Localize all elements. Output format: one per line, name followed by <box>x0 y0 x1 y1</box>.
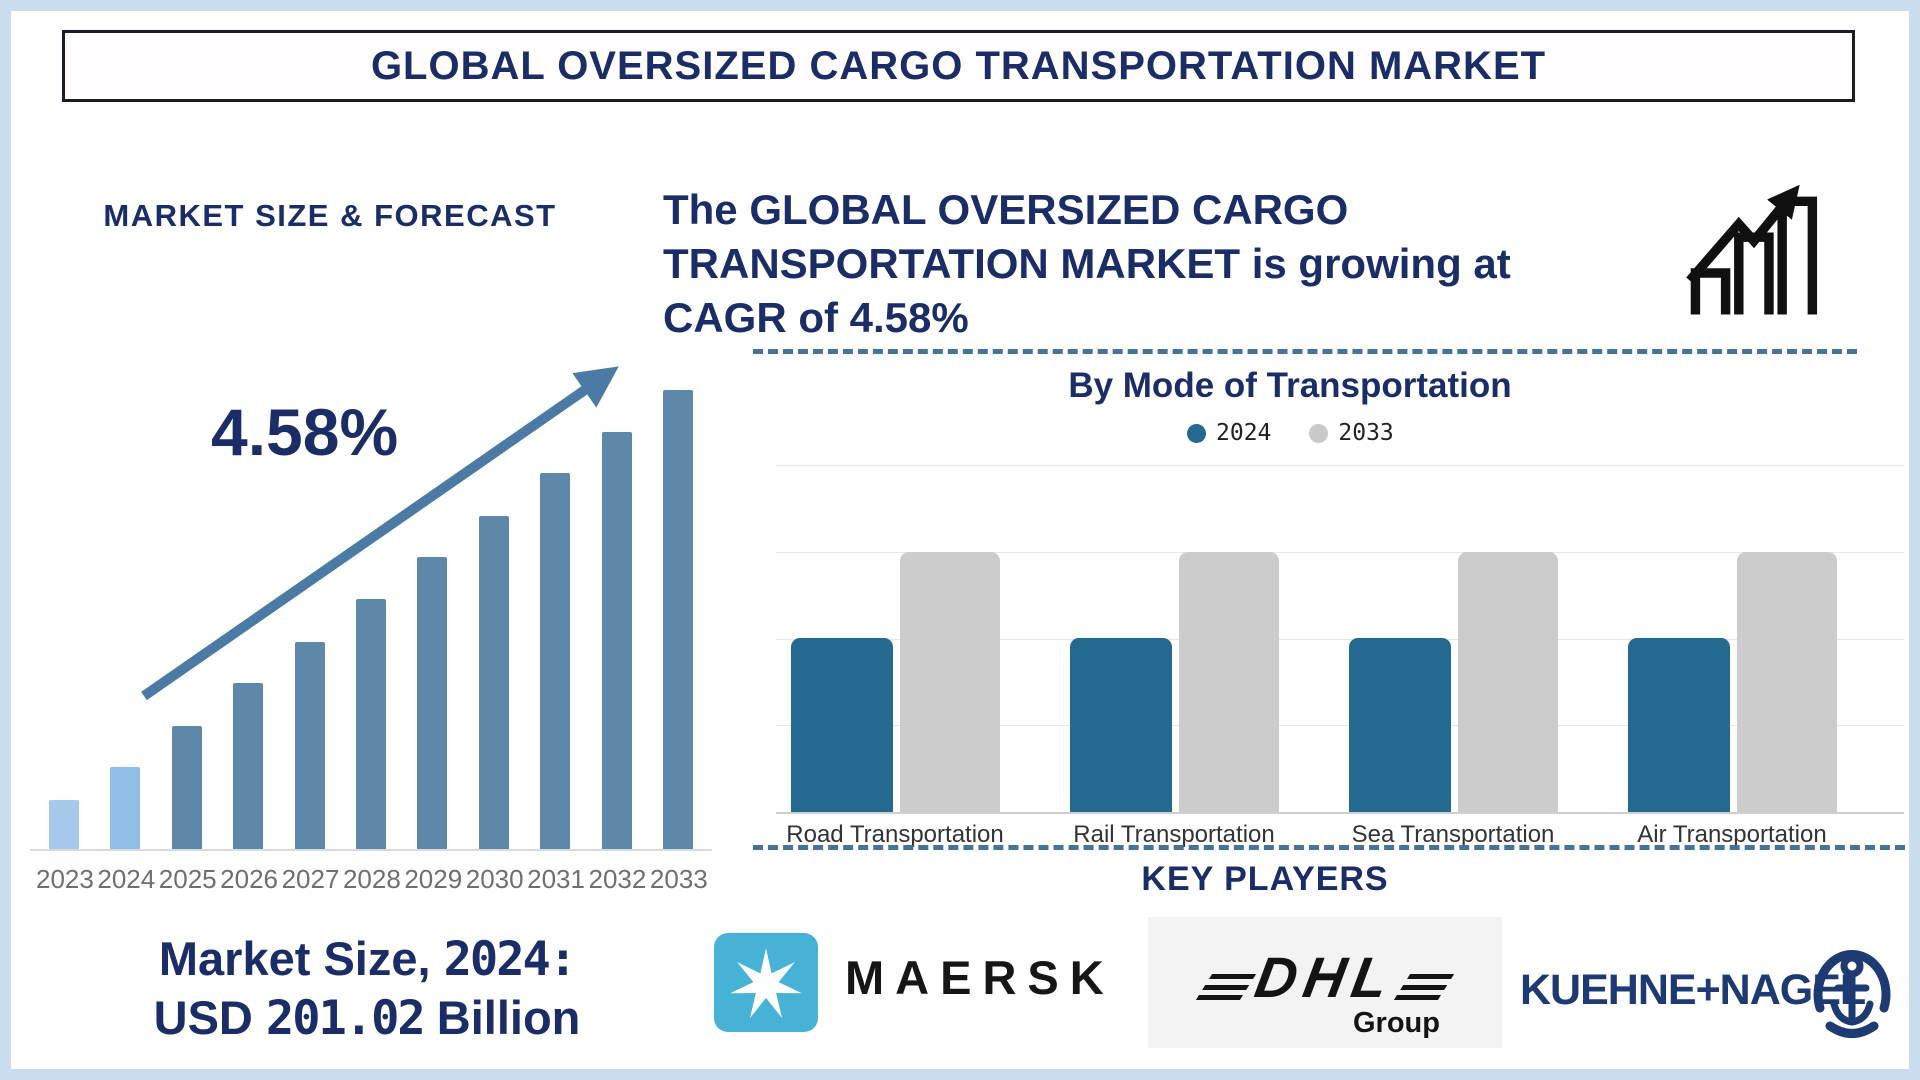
legend-dot-2033 <box>1309 423 1329 443</box>
forecast-bar-2031 <box>540 473 571 849</box>
kuehne-nagel-wordmark: KUEHNE+NAGEL <box>1520 966 1866 1014</box>
maersk-star-icon <box>730 948 802 1019</box>
mode-chart-gridline <box>776 639 1904 640</box>
mode-bar-2024-1 <box>791 638 893 812</box>
dhl-group-label: Group <box>1353 1007 1440 1039</box>
year-label-2024: 2024 <box>97 864 156 894</box>
mode-bar-2024-2 <box>1070 638 1172 812</box>
page-title: GLOBAL OVERSIZED CARGO TRANSPORTATION MA… <box>370 43 1547 88</box>
dhl-logo-box: DHL Group <box>1148 917 1502 1048</box>
legend-label-2024: 2024 <box>1216 420 1272 446</box>
legend-label-2033: 2033 <box>1338 420 1394 446</box>
year-label-2033: 2033 <box>649 864 708 894</box>
forecast-bar-2027 <box>294 642 325 849</box>
year-label-2028: 2028 <box>342 864 401 894</box>
year-label-2026: 2026 <box>220 864 279 894</box>
forecast-bars <box>49 370 693 849</box>
legend-dot-2024 <box>1187 423 1206 443</box>
mode-chart-legend: 2024 2033 <box>1187 420 1394 446</box>
market-size-line2: USD 201.02 Billion <box>153 991 581 1046</box>
mode-category-label-3: Sea Transportation <box>1351 821 1555 848</box>
mode-category-label-1: Road Transportation <box>786 821 1004 848</box>
year-label-2030: 2030 <box>465 864 524 894</box>
forecast-bar-2025 <box>171 726 202 849</box>
maersk-wordmark: MAERSK <box>845 951 1115 1004</box>
mode-bar-2033-4 <box>1737 552 1837 812</box>
dhl-speed-lines-right-icon <box>1393 974 1455 1000</box>
intro-line-1: The GLOBAL OVERSIZED CARGO <box>663 186 1349 233</box>
dashed-divider-bottom <box>753 845 1905 850</box>
mode-bar-2033-1 <box>900 552 1000 812</box>
intro-line-2: TRANSPORTATION MARKET is growing at <box>663 240 1511 287</box>
dhl-wordmark: DHL <box>1250 946 1400 1010</box>
forecast-bar-2032 <box>601 432 632 849</box>
legend-item-2024: 2024 <box>1187 420 1271 446</box>
forecast-bar-2026 <box>233 683 264 849</box>
legend-item-2033: 2033 <box>1309 420 1394 446</box>
forecast-bar-2028 <box>355 599 386 849</box>
cagr-annotation: 4.58% <box>211 395 399 469</box>
mode-bar-2024-3 <box>1349 638 1451 812</box>
mode-chart: Road Transportation Rail Transportation Se… <box>776 465 1904 869</box>
forecast-bar-2029 <box>417 557 448 849</box>
mode-chart-title: By Mode of Transportation <box>1068 366 1512 405</box>
key-players-heading: KEY PLAYERS <box>1141 860 1389 898</box>
maersk-logo-badge <box>714 933 818 1032</box>
mode-chart-gridline <box>776 725 1904 726</box>
dhl-speed-lines-left-icon <box>1195 974 1257 1000</box>
growth-chart-icon <box>1686 184 1818 315</box>
forecast-bar-2033 <box>662 390 693 849</box>
dashed-divider-top <box>753 349 1857 354</box>
year-label-2025: 2025 <box>158 864 217 894</box>
mode-chart-gridline <box>776 465 1904 466</box>
forecast-bar-2030 <box>478 516 509 849</box>
market-size-forecast-heading: MARKET SIZE & FORECAST <box>103 198 557 233</box>
year-label-2023: 2023 <box>36 864 94 894</box>
mode-category-label-2: Rail Transportation <box>1073 821 1275 848</box>
mode-category-label-4: Air Transportation <box>1637 821 1827 848</box>
mode-bar-2033-2 <box>1179 552 1279 812</box>
market-size-callout: Market Size, 2024: USD 201.02 Billion <box>58 930 676 1048</box>
mode-bar-2024-4 <box>1628 638 1730 812</box>
dhl-logo-row: DHL <box>1148 945 1502 1011</box>
mode-bar-2033-3 <box>1458 552 1558 812</box>
year-label-2027: 2027 <box>281 864 340 894</box>
trend-arrow-icon <box>141 366 619 701</box>
intro-line-3: CAGR of 4.58% <box>663 294 969 341</box>
forecast-axis-line <box>30 849 712 851</box>
year-label-2032: 2032 <box>588 864 647 894</box>
year-label-2029: 2029 <box>404 864 463 894</box>
anchor-icon <box>1813 949 1891 1038</box>
page-title-box: GLOBAL OVERSIZED CARGO TRANSPORTATION MA… <box>62 30 1855 102</box>
forecast-bar-2023 <box>49 800 79 849</box>
market-size-line1: Market Size, 2024: <box>158 932 577 987</box>
intro-text: The GLOBAL OVERSIZED CARGO TRANSPORTATIO… <box>663 183 1723 345</box>
forecast-bar-2024 <box>110 767 141 849</box>
year-label-2031: 2031 <box>527 864 585 894</box>
mode-chart-gridline <box>776 552 1904 553</box>
forecast-year-labels: 2023 2024 2025 2026 2027 2028 2029 2030 2031 2032… <box>36 864 708 895</box>
mode-chart-baseline <box>776 812 1904 814</box>
